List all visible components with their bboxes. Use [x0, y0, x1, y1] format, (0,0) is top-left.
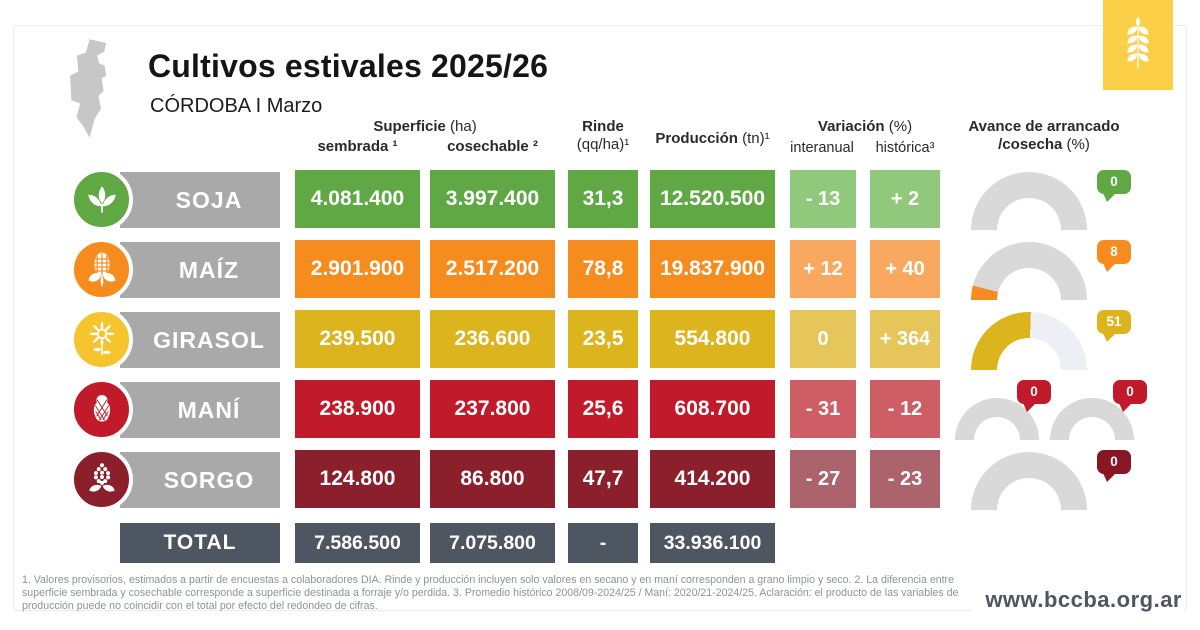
rinde-value: 23,5	[568, 310, 638, 368]
crop-row-soja: SOJA 4.081.400 3.997.400 31,3 12.520.500…	[0, 168, 1200, 231]
sembrada-value: 124.800	[295, 450, 420, 508]
corn-icon	[70, 238, 133, 301]
total-sembrada: 7.586.500	[295, 523, 420, 563]
col-header-rinde: Rinde	[582, 118, 624, 135]
avance-gauge-arc	[971, 172, 1087, 230]
crop-row-maiz: MAÍZ 2.901.900 2.517.200 78,8 19.837.900…	[0, 238, 1200, 301]
produccion-value: 12.520.500	[650, 170, 775, 228]
col-header-rinde-unit: (qq/ha)¹	[576, 136, 630, 153]
avance-progress-badge: 0	[1017, 380, 1051, 412]
avance-progress-badge: 0	[1113, 380, 1147, 412]
crop-row-sorgo: SORGO 124.800 86.800 47,7 414.200 - 27 -…	[0, 448, 1200, 511]
produccion-value: 608.700	[650, 380, 775, 438]
variacion-historica-value: + 364	[870, 310, 940, 368]
col-header-variacion: Variación (%)	[817, 118, 913, 135]
variacion-interanual-value: - 13	[790, 170, 856, 228]
total-rinde: -	[568, 523, 638, 563]
total-produccion: 33.936.100	[650, 523, 775, 563]
sembrada-value: 239.500	[295, 310, 420, 368]
logo-box	[1103, 0, 1173, 90]
page-title: Cultivos estivales 2025/26	[148, 48, 549, 84]
rinde-value: 47,7	[568, 450, 638, 508]
wheat-icon	[1120, 15, 1156, 76]
col-header-cosechable: cosechable ²	[447, 138, 538, 155]
page-subtitle: CÓRDOBA I Marzo	[150, 95, 323, 117]
col-header-avance-line1: Avance de arrancado	[968, 118, 1120, 135]
variacion-historica-value: - 23	[870, 450, 940, 508]
avance-progress-badge: 0	[1097, 170, 1131, 202]
website-link[interactable]: www.bccba.org.ar	[971, 585, 1184, 617]
sorghum-icon	[70, 448, 133, 511]
rinde-value: 31,3	[568, 170, 638, 228]
cosechable-value: 237.800	[430, 380, 555, 438]
avance-gauge-zone: 0	[955, 170, 1155, 230]
sunflower-icon	[70, 308, 133, 371]
cosechable-value: 86.800	[430, 450, 555, 508]
crop-name-label: SORGO	[120, 452, 280, 508]
cosechable-value: 236.600	[430, 310, 555, 368]
col-header-historica: histórica³	[875, 140, 935, 156]
avance-gauge-arc	[971, 242, 1087, 300]
crop-name-label: MANÍ	[120, 382, 280, 438]
col-header-sembrada: sembrada ¹	[317, 138, 398, 155]
variacion-interanual-value: - 27	[790, 450, 856, 508]
crop-row-girasol: GIRASOL 239.500 236.600 23,5 554.800 0 +…	[0, 308, 1200, 371]
produccion-value: 19.837.900	[650, 240, 775, 298]
avance-gauge-arc	[955, 398, 1039, 440]
col-header-superficie: Superficie (ha)	[373, 118, 477, 135]
variacion-historica-value: - 12	[870, 380, 940, 438]
variacion-interanual-value: + 12	[790, 240, 856, 298]
variacion-historica-value: + 2	[870, 170, 940, 228]
sembrada-value: 4.081.400	[295, 170, 420, 228]
col-header-produccion: Producción (tn)¹	[655, 130, 770, 147]
cosechable-value: 3.997.400	[430, 170, 555, 228]
footnote-text: 1. Valores provisorios, estimados a part…	[22, 574, 959, 612]
crop-name-label: SOJA	[120, 172, 280, 228]
avance-gauge-zone: 51	[955, 310, 1155, 370]
crop-row-mani: MANÍ 238.900 237.800 25,6 608.700 - 31 -…	[0, 378, 1200, 441]
soybean-sprout-icon	[70, 168, 133, 231]
col-header-interanual: interanual	[790, 140, 854, 156]
crop-name-label: GIRASOL	[120, 312, 280, 368]
sembrada-value: 238.900	[295, 380, 420, 438]
avance-gauge-arc	[971, 312, 1087, 370]
col-header-avance-line2: /cosecha (%)	[998, 136, 1090, 153]
total-label: TOTAL	[120, 523, 280, 563]
rinde-value: 78,8	[568, 240, 638, 298]
peanut-icon	[70, 378, 133, 441]
avance-gauge-zone: 8	[955, 240, 1155, 300]
sembrada-value: 2.901.900	[295, 240, 420, 298]
avance-gauge-arc	[971, 452, 1087, 510]
rinde-value: 25,6	[568, 380, 638, 438]
produccion-value: 414.200	[650, 450, 775, 508]
variacion-interanual-value: 0	[790, 310, 856, 368]
crop-name-label: MAÍZ	[120, 242, 280, 298]
variacion-interanual-value: - 31	[790, 380, 856, 438]
produccion-value: 554.800	[650, 310, 775, 368]
total-cosechable: 7.075.800	[430, 523, 555, 563]
avance-progress-badge: 51	[1097, 310, 1131, 342]
avance-progress-badge: 0	[1097, 450, 1131, 482]
cosechable-value: 2.517.200	[430, 240, 555, 298]
avance-gauge-zone: 0	[955, 450, 1155, 510]
avance-progress-badge: 8	[1097, 240, 1131, 272]
cordoba-province-map	[62, 38, 140, 144]
variacion-historica-value: + 40	[870, 240, 940, 298]
